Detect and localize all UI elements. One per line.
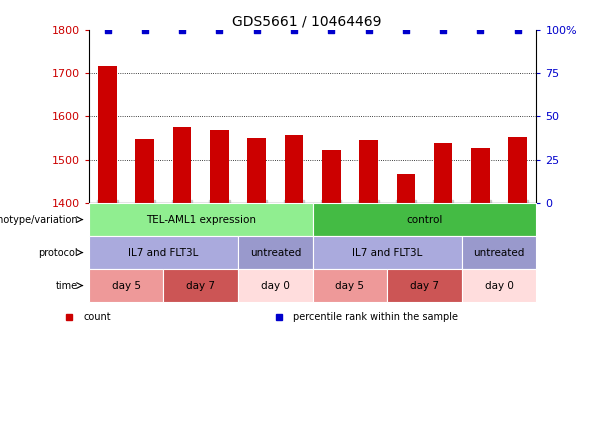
Bar bbox=[173, 127, 191, 203]
Point bbox=[102, 26, 112, 33]
Bar bbox=[322, 150, 341, 203]
Bar bbox=[471, 148, 490, 203]
Text: day 0: day 0 bbox=[485, 280, 514, 291]
Bar bbox=[284, 135, 303, 203]
Text: day 7: day 7 bbox=[410, 280, 439, 291]
Text: percentile rank within the sample: percentile rank within the sample bbox=[293, 312, 458, 322]
Text: IL7 and FLT3L: IL7 and FLT3L bbox=[352, 247, 422, 258]
Bar bbox=[434, 143, 452, 203]
Text: day 5: day 5 bbox=[335, 280, 364, 291]
Text: count: count bbox=[83, 312, 111, 322]
Point bbox=[364, 26, 373, 33]
Text: protocol: protocol bbox=[39, 247, 78, 258]
Point bbox=[215, 26, 224, 33]
Bar bbox=[135, 139, 154, 203]
Text: time: time bbox=[56, 280, 78, 291]
Text: day 0: day 0 bbox=[261, 280, 290, 291]
Text: TEL-AML1 expression: TEL-AML1 expression bbox=[146, 214, 256, 225]
Bar bbox=[98, 66, 117, 203]
Bar bbox=[508, 137, 527, 203]
Point bbox=[326, 26, 336, 33]
Point bbox=[401, 26, 411, 33]
Bar bbox=[359, 140, 378, 203]
Point bbox=[476, 26, 485, 33]
Bar bbox=[210, 130, 229, 203]
Text: genotype/variation: genotype/variation bbox=[0, 214, 78, 225]
Bar bbox=[248, 138, 266, 203]
Point bbox=[252, 26, 262, 33]
Text: IL7 and FLT3L: IL7 and FLT3L bbox=[128, 247, 199, 258]
Text: GDS5661 / 10464469: GDS5661 / 10464469 bbox=[232, 15, 381, 29]
Point bbox=[513, 26, 523, 33]
Point bbox=[140, 26, 150, 33]
Text: untreated: untreated bbox=[473, 247, 525, 258]
Bar bbox=[397, 174, 415, 203]
Text: day 5: day 5 bbox=[112, 280, 140, 291]
Text: control: control bbox=[406, 214, 443, 225]
Point bbox=[177, 26, 187, 33]
Point bbox=[438, 26, 448, 33]
Point bbox=[289, 26, 299, 33]
Text: day 7: day 7 bbox=[186, 280, 215, 291]
Text: untreated: untreated bbox=[249, 247, 301, 258]
